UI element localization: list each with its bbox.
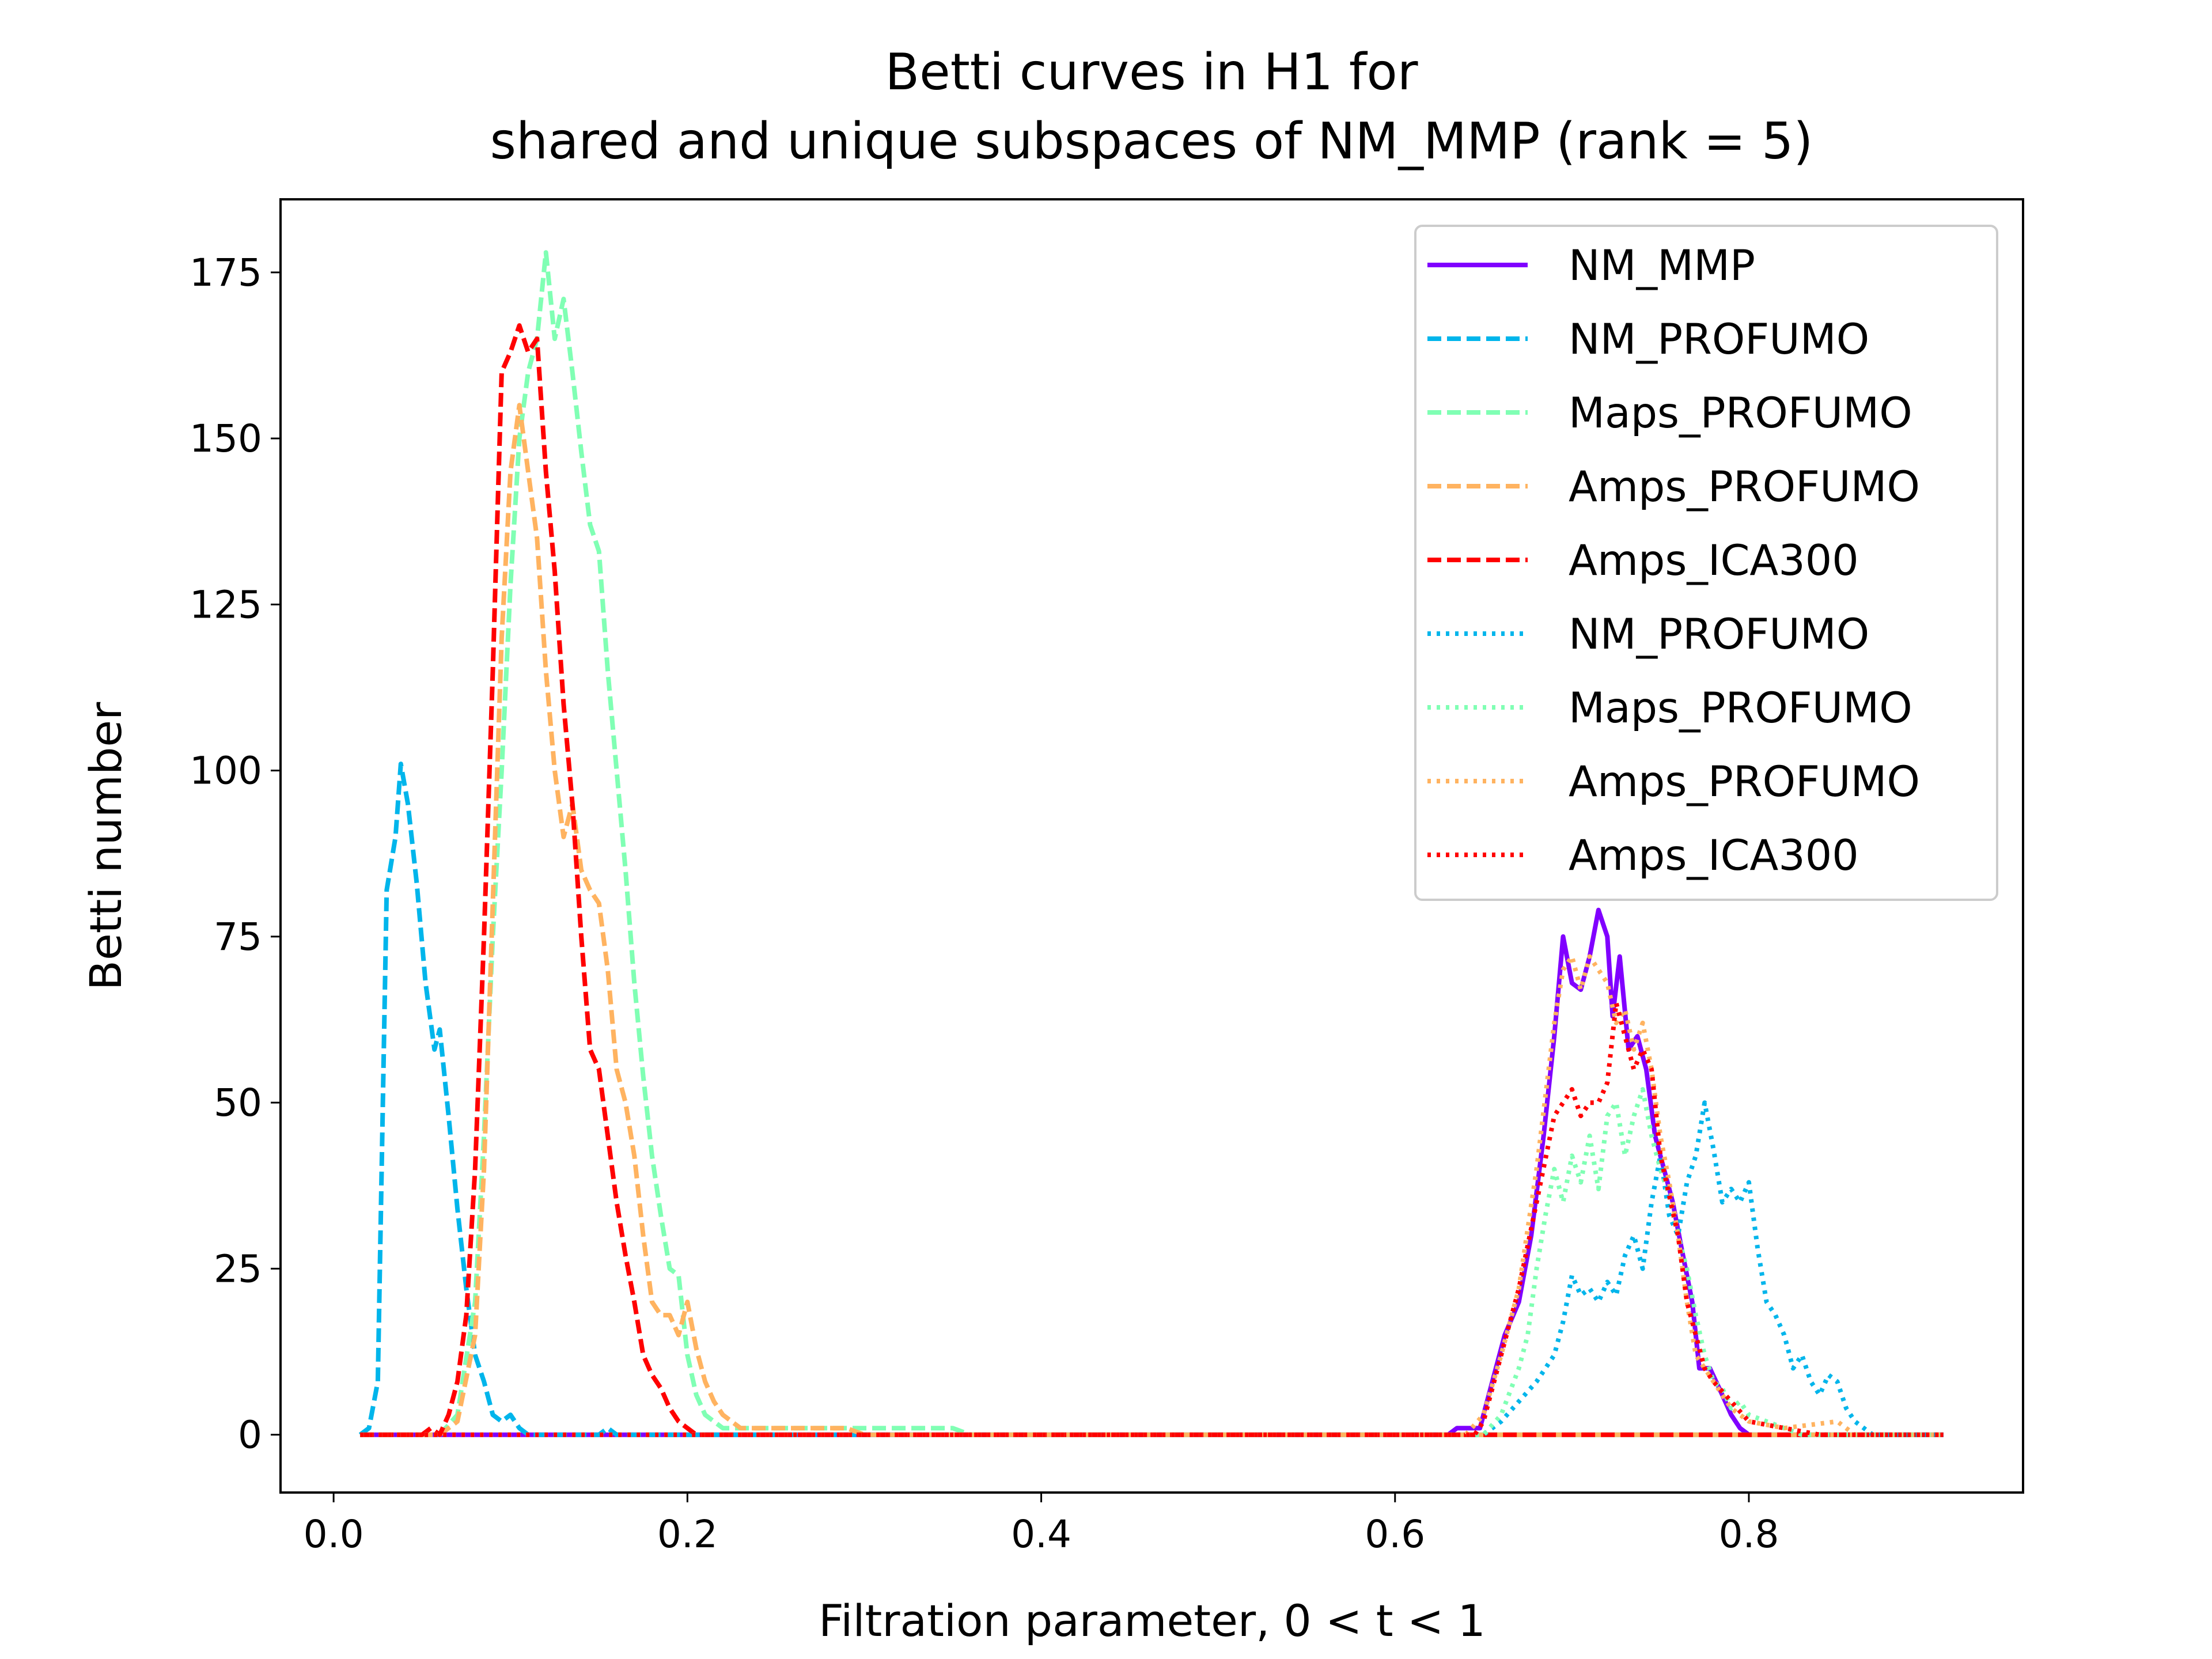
axis-ticks: 0.0 0.2 0.4 0.6 0.8 0 25 50 75 100 125 150 175 [190, 251, 1779, 1556]
x-axis-label: Filtration parameter, 0 < t < 1 [819, 1595, 1486, 1646]
series-layer [358, 250, 1944, 1437]
legend-box [1414, 225, 1998, 901]
y-tick-label: 150 [190, 416, 262, 461]
series-line-7 [360, 1087, 1944, 1437]
series-line-2 [358, 762, 1944, 1437]
legend-label: Maps_PROFUMO [1569, 684, 1912, 733]
y-tick-label: 0 [238, 1413, 262, 1457]
legend-label: NM_MMP [1569, 241, 1755, 290]
legend-label: NM_PROFUMO [1569, 610, 1869, 659]
y-tick-label: 100 [190, 749, 262, 793]
x-tick-label: 0.0 [304, 1512, 364, 1556]
legend-label: Maps_PROFUMO [1569, 389, 1912, 438]
legend-label: Amps_PROFUMO [1569, 463, 1920, 512]
legend-label: Amps_ICA300 [1569, 536, 1859, 585]
y-tick-label: 75 [214, 915, 262, 959]
legend: NM_MMP NM_PROFUMO Maps_PROFUMO Amps_PROFUMO… [1414, 225, 1998, 901]
series-line-3 [360, 250, 1944, 1437]
y-tick-label: 175 [190, 251, 262, 295]
y-tick-label: 125 [190, 582, 262, 627]
chart-title-line-2: shared and unique subspaces of NM_MMP (r… [490, 112, 1813, 171]
series-line-4 [360, 403, 1944, 1437]
legend-label: Amps_PROFUMO [1569, 757, 1920, 806]
x-tick-label: 0.6 [1365, 1512, 1425, 1556]
y-tick-label: 25 [214, 1247, 262, 1291]
series-line-5 [360, 323, 1944, 1437]
legend-label: NM_PROFUMO [1569, 315, 1869, 364]
plot-area-frame [279, 198, 2024, 1494]
y-axis-label: Betti number [80, 702, 131, 990]
x-tick-label: 0.8 [1719, 1512, 1779, 1556]
series-line-8 [360, 954, 1944, 1437]
legend-label: Amps_ICA300 [1569, 831, 1859, 880]
y-tick-label: 50 [214, 1081, 262, 1125]
x-tick-label: 0.2 [657, 1512, 718, 1556]
x-tick-label: 0.4 [1011, 1512, 1071, 1556]
chart-title-line-1: Betti curves in H1 for [885, 43, 1418, 101]
